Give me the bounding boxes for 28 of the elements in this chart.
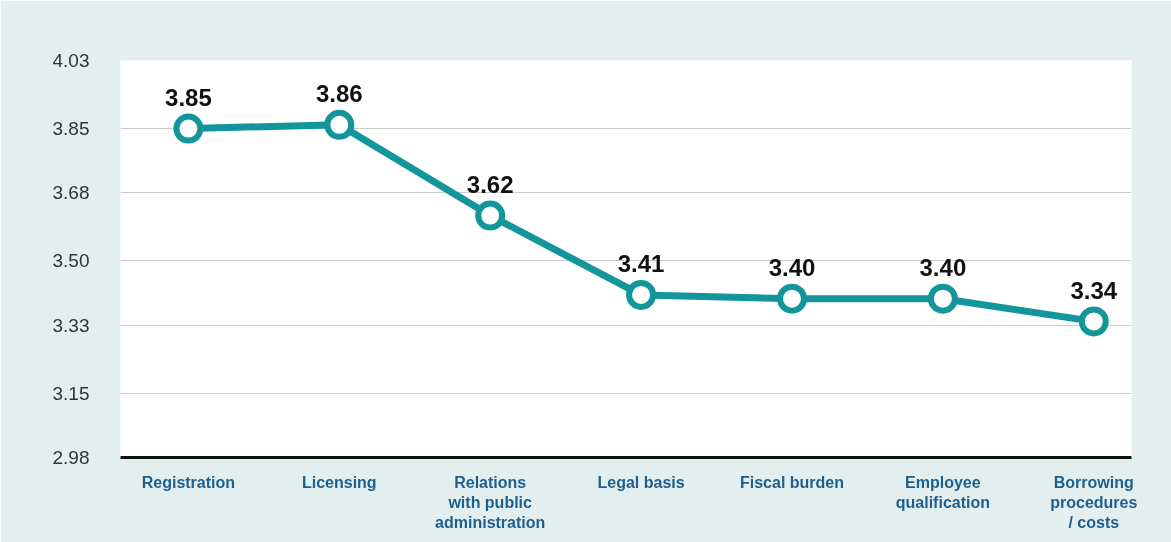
text: 3.62 <box>466 170 514 198</box>
y-tick-label: 3.50 <box>52 250 90 272</box>
x-tick-label: Licensing <box>301 473 377 491</box>
point <box>626 279 657 310</box>
x-tick-label: Legal basis <box>597 473 685 491</box>
text: 3.34 <box>1070 276 1118 304</box>
point <box>324 109 355 140</box>
text: 3.40 <box>919 254 967 282</box>
x-tick-label: Fiscal burden <box>739 473 844 491</box>
x-tick-label: Registration <box>141 473 236 491</box>
x-tick-label: Employee qualification <box>895 473 990 511</box>
x-tick-label: Borrowing procedures / costs <box>1050 473 1138 532</box>
point <box>776 283 807 314</box>
point <box>475 200 506 231</box>
text: 3.86 <box>315 80 363 108</box>
y-tick-label: 3.85 <box>52 118 90 140</box>
y-tick-label: 4.03 <box>52 50 90 71</box>
y-tick-label: 3.33 <box>52 314 90 336</box>
y-tick-label: 3.68 <box>52 182 90 204</box>
text: 3.41 <box>617 250 665 278</box>
text: 3.40 <box>768 254 816 282</box>
x-tick-label: Relations with public administration <box>435 473 546 532</box>
y-tick-label: 3.15 <box>52 382 90 404</box>
point <box>927 283 958 314</box>
y-tick-label: 2.98 <box>52 447 90 468</box>
point <box>1078 306 1109 337</box>
text: 3.85 <box>165 83 212 111</box>
point <box>173 113 204 144</box>
